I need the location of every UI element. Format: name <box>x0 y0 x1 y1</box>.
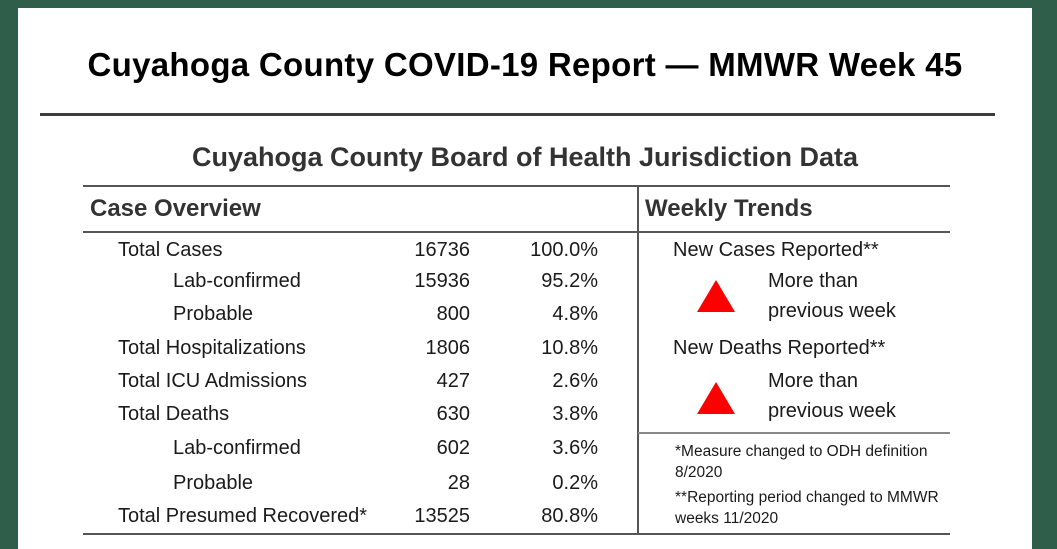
footnote-reporting-period: **Reporting period changed to MMWR weeks… <box>675 487 940 529</box>
frame-border-top <box>0 0 1057 8</box>
row-count: 427 <box>436 370 470 392</box>
weekly-trends-heading: Weekly Trends <box>645 195 813 222</box>
row-percent: 95.2% <box>541 270 598 292</box>
case-row-total-deaths: Total Deaths 630 3.8% <box>0 399 637 429</box>
row-percent: 100.0% <box>530 239 598 261</box>
case-row-hospitalizations: Total Hospitalizations 1806 10.8% <box>0 333 637 363</box>
table-top-rule <box>83 185 950 187</box>
row-percent: 3.6% <box>552 437 598 459</box>
row-percent: 0.2% <box>552 472 598 494</box>
trend-new-cases-line2: previous week <box>768 300 896 322</box>
trend-new-deaths-title: New Deaths Reported** <box>673 337 886 359</box>
trend-new-deaths-line1: More than <box>768 370 859 392</box>
trend-new-deaths-line2: previous week <box>768 400 896 422</box>
case-row-probable: Probable 800 4.8% <box>0 299 637 329</box>
footnote-marker: ** <box>675 489 688 506</box>
row-label: Lab-confirmed <box>173 437 301 459</box>
row-label: Total Hospitalizations <box>118 337 306 359</box>
row-label: Total Cases <box>118 239 223 261</box>
frame-border-right <box>1032 0 1057 549</box>
frame-border-left <box>0 0 18 549</box>
footnote-text: Measure changed to ODH definition 8/2020 <box>675 443 928 481</box>
row-label: Probable <box>173 303 254 325</box>
row-count: 602 <box>436 437 470 459</box>
row-percent: 2.6% <box>552 370 598 392</box>
footnote-odh-definition: *Measure changed to ODH definition 8/202… <box>675 441 940 483</box>
row-percent: 10.8% <box>541 337 598 359</box>
row-percent: 3.8% <box>552 403 598 425</box>
case-row-deaths-probable: Probable 28 0.2% <box>0 468 637 498</box>
table-column-divider <box>637 186 639 534</box>
table-bottom-rule <box>83 533 950 535</box>
title-divider <box>40 113 995 116</box>
table-header-rule <box>83 231 950 233</box>
row-count: 800 <box>436 303 470 325</box>
report-subtitle: Cuyahoga County Board of Health Jurisdic… <box>191 142 859 172</box>
case-row-lab-confirmed: Lab-confirmed 15936 95.2% <box>0 266 637 296</box>
row-label: Total ICU Admissions <box>118 370 307 392</box>
case-row-deaths-lab-confirmed: Lab-confirmed 602 3.6% <box>0 433 637 463</box>
row-label: Probable <box>173 472 254 494</box>
footnote-text: Reporting period changed to MMWR weeks 1… <box>675 489 939 527</box>
footnote-marker: * <box>675 443 682 460</box>
row-percent: 80.8% <box>541 505 598 527</box>
row-label: Total Deaths <box>118 403 230 425</box>
row-count: 16736 <box>414 239 470 261</box>
row-count: 15936 <box>414 270 470 292</box>
up-triangle-icon <box>697 382 735 414</box>
report-title: Cuyahoga County COVID-19 Report — MMWR W… <box>87 46 963 83</box>
row-count: 13525 <box>414 505 470 527</box>
case-row-presumed-recovered: Total Presumed Recovered* 13525 80.8% <box>0 501 637 531</box>
row-count: 28 <box>447 472 470 494</box>
up-triangle-icon <box>697 280 735 312</box>
case-row-total-cases: Total Cases 16736 100.0% <box>0 235 637 265</box>
row-count: 630 <box>436 403 470 425</box>
case-row-icu-admissions: Total ICU Admissions 427 2.6% <box>0 366 637 396</box>
notes-divider <box>638 432 950 434</box>
trend-new-cases-line1: More than <box>768 270 859 292</box>
trend-new-cases-title: New Cases Reported** <box>673 239 879 261</box>
row-label: Total Presumed Recovered* <box>118 505 368 527</box>
row-label: Lab-confirmed <box>173 270 301 292</box>
row-percent: 4.8% <box>552 303 598 325</box>
case-overview-heading: Case Overview <box>90 195 261 222</box>
row-count: 1806 <box>425 337 471 359</box>
